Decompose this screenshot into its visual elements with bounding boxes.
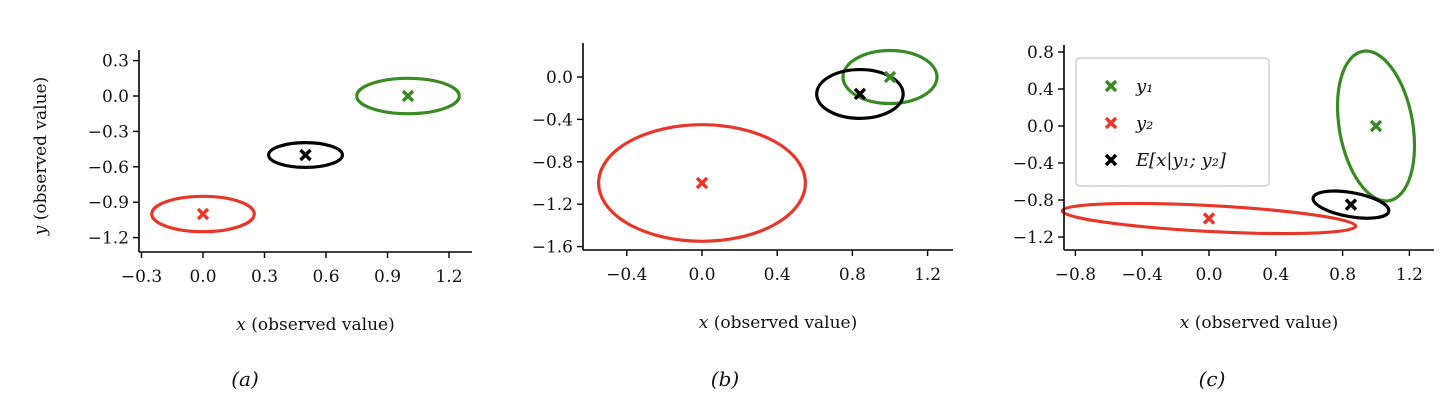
ellipse-y1 — [841, 48, 939, 106]
x-axis-label: x (observed value) — [236, 315, 394, 335]
y-axis-label: y (observed value) — [31, 77, 51, 236]
ellipse-y1 — [1335, 49, 1417, 203]
x-marker-icon — [1344, 198, 1358, 211]
ellipse-y2 — [596, 123, 807, 243]
legend-x-marker-icon — [1104, 79, 1118, 93]
x-marker-icon — [853, 87, 867, 101]
x-tick-label: 0.6 — [312, 267, 339, 287]
x-marker-icon — [196, 207, 210, 221]
panel-c: 0.80.40.0−0.4−0.8−1.2−0.8 −0.4 0.0 0.4 0.8 1.… — [1013, 43, 1434, 391]
panel-caption: (a) — [231, 367, 259, 391]
x-marker-icon — [1202, 212, 1216, 225]
legend-label-y1: y₁ — [1135, 76, 1153, 97]
y-tick-label: −1.2 — [88, 229, 129, 249]
x-tick-label: 0.4 — [1262, 265, 1289, 285]
panel-caption: (c) — [1199, 367, 1226, 391]
legend: y₁ y₂ E[x|y₁; y₂] — [1075, 57, 1270, 187]
x-tick-label: 0.0 — [1195, 265, 1222, 285]
x-tick-label: 0.0 — [688, 265, 715, 285]
x-tick-label: 0.8 — [839, 265, 866, 285]
x-tick-label: 0.0 — [189, 267, 216, 287]
x-tick-label: 0.3 — [251, 267, 278, 287]
y-tick-label: −0.4 — [1013, 154, 1054, 174]
x-tick-label: 0.8 — [1329, 265, 1356, 285]
x-marker-icon — [1369, 119, 1383, 133]
x-axis-label: x (observed value) — [699, 313, 857, 333]
ellipse-Exy1y2 — [267, 141, 345, 169]
y-tick-label: 0.8 — [1027, 43, 1054, 63]
legend-label-y2: y₂ — [1135, 113, 1153, 134]
ellipse-y1 — [355, 76, 461, 116]
x-tick-label: 0.9 — [374, 267, 401, 287]
x-tick-label: −0.4 — [606, 265, 647, 285]
y-tick-label: −0.3 — [88, 122, 129, 142]
legend-label-posterior: E[x|y₁; y₂] — [1135, 150, 1227, 171]
ellipse-Exy1y2 — [815, 67, 905, 120]
x-axis-label: x (observed value) — [1180, 313, 1338, 333]
ellipse-y2 — [1060, 201, 1358, 236]
y-tick-label: −1.6 — [532, 238, 573, 258]
x-tick-label: −0.3 — [121, 267, 162, 287]
panel-b: 0.0 −0.4 −0.8 −1.2 −1.6 −0.4 0.0 0.4 0.8 1.2 x (ob… — [532, 43, 953, 391]
x-tick-label: 0.4 — [764, 265, 791, 285]
x-marker-icon — [299, 148, 312, 162]
ellipse-y2 — [150, 194, 256, 234]
y-tick-label: −0.8 — [1013, 191, 1054, 211]
x-marker-icon — [401, 89, 415, 103]
x-marker-icon — [695, 176, 709, 190]
x-tick-label: −0.4 — [1122, 265, 1163, 285]
y-tick-label: −0.8 — [532, 153, 573, 173]
y-tick-label: −0.9 — [88, 193, 129, 213]
x-marker-icon — [883, 70, 897, 84]
x-tick-label: −0.8 — [1055, 265, 1096, 285]
y-tick-label: 0.0 — [1027, 117, 1054, 137]
y-tick-label: 0.4 — [1027, 80, 1054, 100]
panel-a: 0.3 0.0 −0.3 −0.6 −0.9 −1.2 −0.3 0.0 0.3 0.6 0.9 1.… — [31, 50, 472, 391]
x-tick-label: 1.2 — [1396, 265, 1423, 285]
y-tick-label: 0.3 — [102, 52, 129, 72]
panel-caption: (b) — [711, 367, 739, 391]
y-tick-label: 0.0 — [102, 87, 129, 107]
x-tick-label: 1.2 — [914, 265, 941, 285]
legend-x-marker-icon — [1104, 116, 1118, 130]
y-tick-label: −0.4 — [532, 110, 573, 130]
y-tick-label: −0.6 — [88, 158, 129, 178]
y-tick-label: 0.0 — [546, 68, 573, 88]
y-tick-label: −1.2 — [1013, 228, 1054, 248]
x-tick-label: 1.2 — [435, 267, 462, 287]
legend-x-marker-icon — [1104, 153, 1118, 167]
y-tick-label: −1.2 — [532, 195, 573, 215]
ellipse-Exy1y2 — [1311, 189, 1391, 220]
